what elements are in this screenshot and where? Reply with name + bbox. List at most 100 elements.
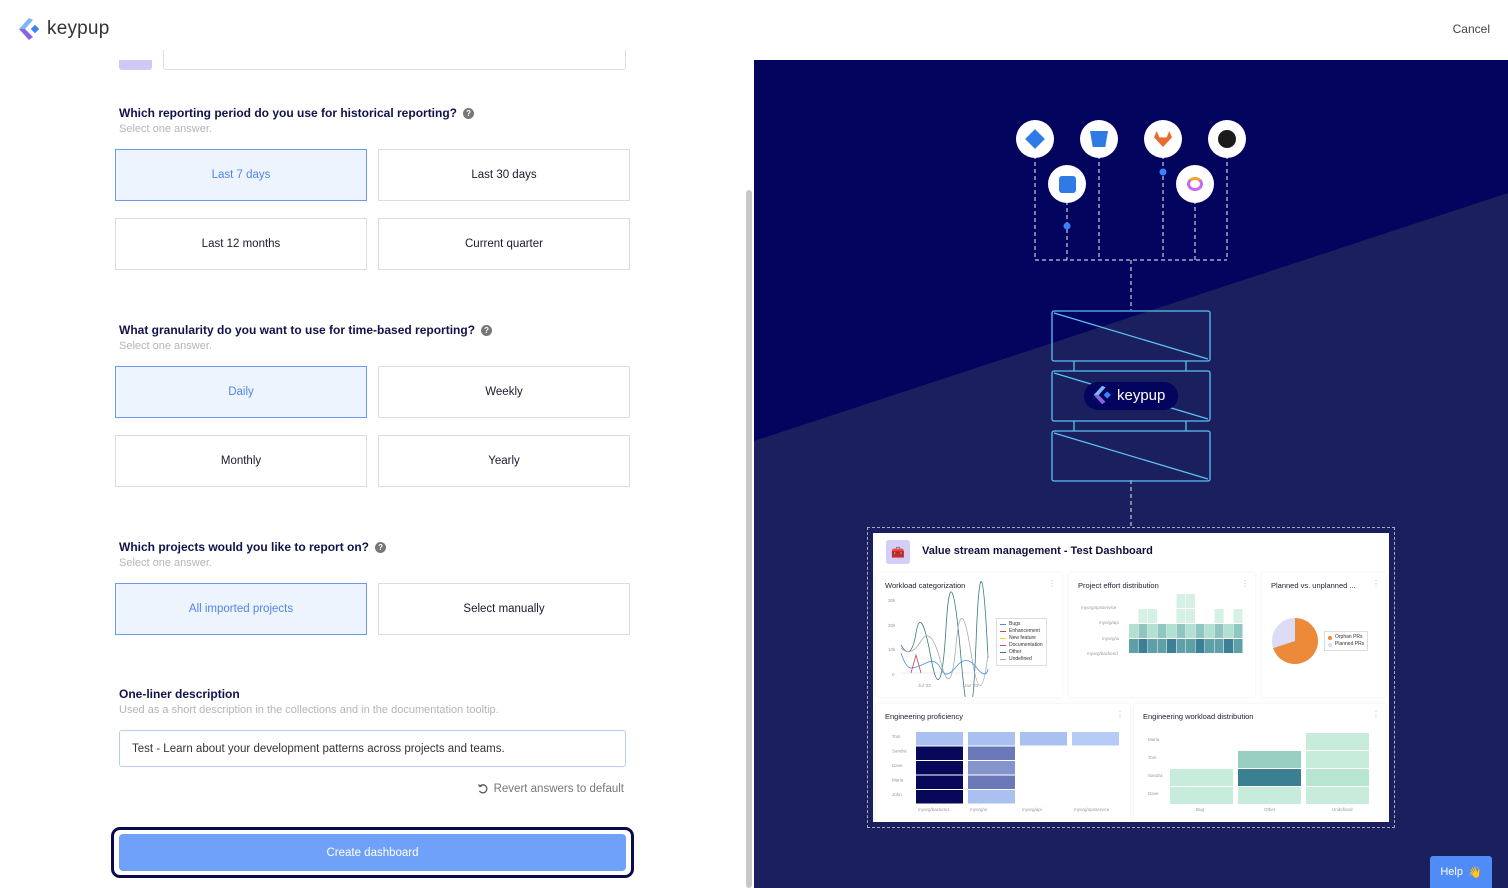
x-tick: Jul '22 xyxy=(918,683,931,688)
option-last-12-months[interactable]: Last 12 months xyxy=(115,218,367,270)
dashboard-title: Value stream management - Test Dashboard xyxy=(922,545,1153,557)
heatmap-cell xyxy=(968,761,1015,775)
heatmap-cell xyxy=(1195,624,1205,638)
heatmap-cell xyxy=(1186,639,1195,653)
heatmap-cell xyxy=(1167,639,1176,653)
jira-icon xyxy=(1016,120,1054,158)
legend-item: Other xyxy=(1009,649,1022,655)
brand-name: keypup xyxy=(47,18,110,39)
heatmap-cell xyxy=(1214,609,1224,623)
col-label: myorg/api xyxy=(1022,807,1042,812)
heatmap-cell xyxy=(1306,733,1369,750)
heatmap-cell xyxy=(968,790,1015,804)
col-label: myorg/backend xyxy=(918,807,949,812)
heatmap-cell xyxy=(1148,609,1157,623)
option-monthly[interactable]: Monthly xyxy=(115,435,367,487)
heatmap-cell xyxy=(1186,594,1195,608)
row-label: myorg/opsservice xyxy=(1081,605,1117,610)
heatmap-cell xyxy=(1129,639,1138,653)
help-icon[interactable]: ? xyxy=(375,541,387,553)
heatmap-cell xyxy=(968,746,1015,760)
heatmap-cell xyxy=(1238,769,1301,786)
heatmap-cell xyxy=(1176,609,1186,623)
undo-icon xyxy=(477,784,488,794)
heatmap-cell xyxy=(1224,624,1233,638)
card-title: Project effort distribution xyxy=(1078,581,1159,590)
heatmap-cell xyxy=(916,746,963,760)
gitlab-icon xyxy=(1144,120,1182,158)
heatmap-cell xyxy=(916,761,963,775)
heatmap-cell xyxy=(1170,769,1233,786)
workload-legend: Bugs Enhancement New feature Documentati… xyxy=(996,618,1047,666)
trello-icon xyxy=(1048,165,1086,203)
row-label: Maria xyxy=(1148,737,1160,742)
question-title: Which reporting period do you use for hi… xyxy=(119,106,475,120)
y-tick: 10k xyxy=(888,647,896,652)
more-icon: ⋮ xyxy=(1048,579,1056,588)
more-icon: ⋮ xyxy=(1372,710,1380,719)
cancel-button[interactable]: Cancel xyxy=(1452,22,1490,36)
legend-item: Bugs xyxy=(1009,621,1021,627)
create-dashboard-button[interactable]: Create dashboard xyxy=(119,834,626,871)
option-yearly[interactable]: Yearly xyxy=(378,435,630,487)
heatmap-cell xyxy=(1233,639,1243,653)
row-label: Tom xyxy=(1148,755,1157,760)
col-label: Bug xyxy=(1196,807,1205,812)
scrollbar[interactable] xyxy=(746,190,752,888)
heatmap-cell xyxy=(1138,639,1148,653)
legend-item: Orphan PRs xyxy=(1335,634,1363,640)
heatmap-cell xyxy=(1205,639,1214,653)
heatmap-cell xyxy=(1176,624,1186,638)
option-last-30-days[interactable]: Last 30 days xyxy=(378,149,630,201)
option-daily[interactable]: Daily xyxy=(115,366,367,418)
heatmap-cell xyxy=(1176,639,1186,653)
workload-card: Workload categorization ⋮ 30k 20k 10k 0 J… xyxy=(876,573,1062,697)
row-label: Tom xyxy=(892,734,901,739)
y-tick: 20k xyxy=(888,623,896,628)
heatmap-cell xyxy=(1148,624,1157,638)
col-label: Other xyxy=(1264,807,1276,812)
heatmap-cell xyxy=(916,775,963,789)
option-all-imported-projects[interactable]: All imported projects xyxy=(115,583,367,635)
icon-picker[interactable] xyxy=(119,60,152,70)
help-icon[interactable]: ? xyxy=(463,107,475,119)
card-title: Engineering workload distribution xyxy=(1143,712,1254,721)
legend-item: New feature xyxy=(1009,635,1036,641)
create-button-focus-ring xyxy=(111,827,634,878)
option-current-quarter[interactable]: Current quarter xyxy=(378,218,630,270)
row-label: Dave xyxy=(892,763,903,768)
title-input[interactable] xyxy=(163,50,626,70)
heatmap-cell xyxy=(1186,624,1195,638)
brand-logo[interactable]: keypup xyxy=(17,16,109,42)
heatmap-cell xyxy=(1072,732,1119,746)
description-input[interactable]: Test - Learn about your development patt… xyxy=(119,730,626,767)
pie-slice-orphan xyxy=(1273,618,1318,664)
revert-button[interactable]: Revert answers to default xyxy=(477,783,624,795)
heatmap-cell xyxy=(1233,624,1243,638)
x-tick: Jan '23 xyxy=(964,683,979,688)
heatmap-cell xyxy=(1214,639,1224,653)
description-subtitle: Used as a short description in the colle… xyxy=(119,704,499,716)
heatmap-cell xyxy=(1233,609,1243,623)
option-weekly[interactable]: Weekly xyxy=(378,366,630,418)
heatmap-cell xyxy=(1129,624,1138,638)
row-label: Sandra xyxy=(892,749,907,754)
clickup-icon xyxy=(1176,165,1214,203)
question-title: What granularity do you want to use for … xyxy=(119,323,493,337)
github-icon xyxy=(1208,120,1246,158)
y-tick: 0 xyxy=(892,672,895,677)
effort-card: Project effort distribution ⋮ myorg/opsse… xyxy=(1069,573,1255,697)
planned-card: Planned vs. unplanned ... ⋮ Orphan PRs Pl… xyxy=(1262,573,1386,697)
help-icon[interactable]: ? xyxy=(481,324,493,336)
option-last-7-days[interactable]: Last 7 days xyxy=(115,149,367,201)
heatmap-cell xyxy=(1157,624,1167,638)
help-button[interactable]: Help 👋 xyxy=(1430,856,1492,888)
description-title: One-liner description xyxy=(119,687,240,701)
keypup-badge-text: keypup xyxy=(1117,386,1166,404)
heatmap-cell xyxy=(1306,769,1369,786)
heatmap-cell xyxy=(916,790,963,804)
card-title: Workload categorization xyxy=(885,581,966,590)
keypup-badge: keypup xyxy=(1092,384,1165,406)
bitbucket-icon xyxy=(1080,120,1118,158)
option-select-manually[interactable]: Select manually xyxy=(378,583,630,635)
